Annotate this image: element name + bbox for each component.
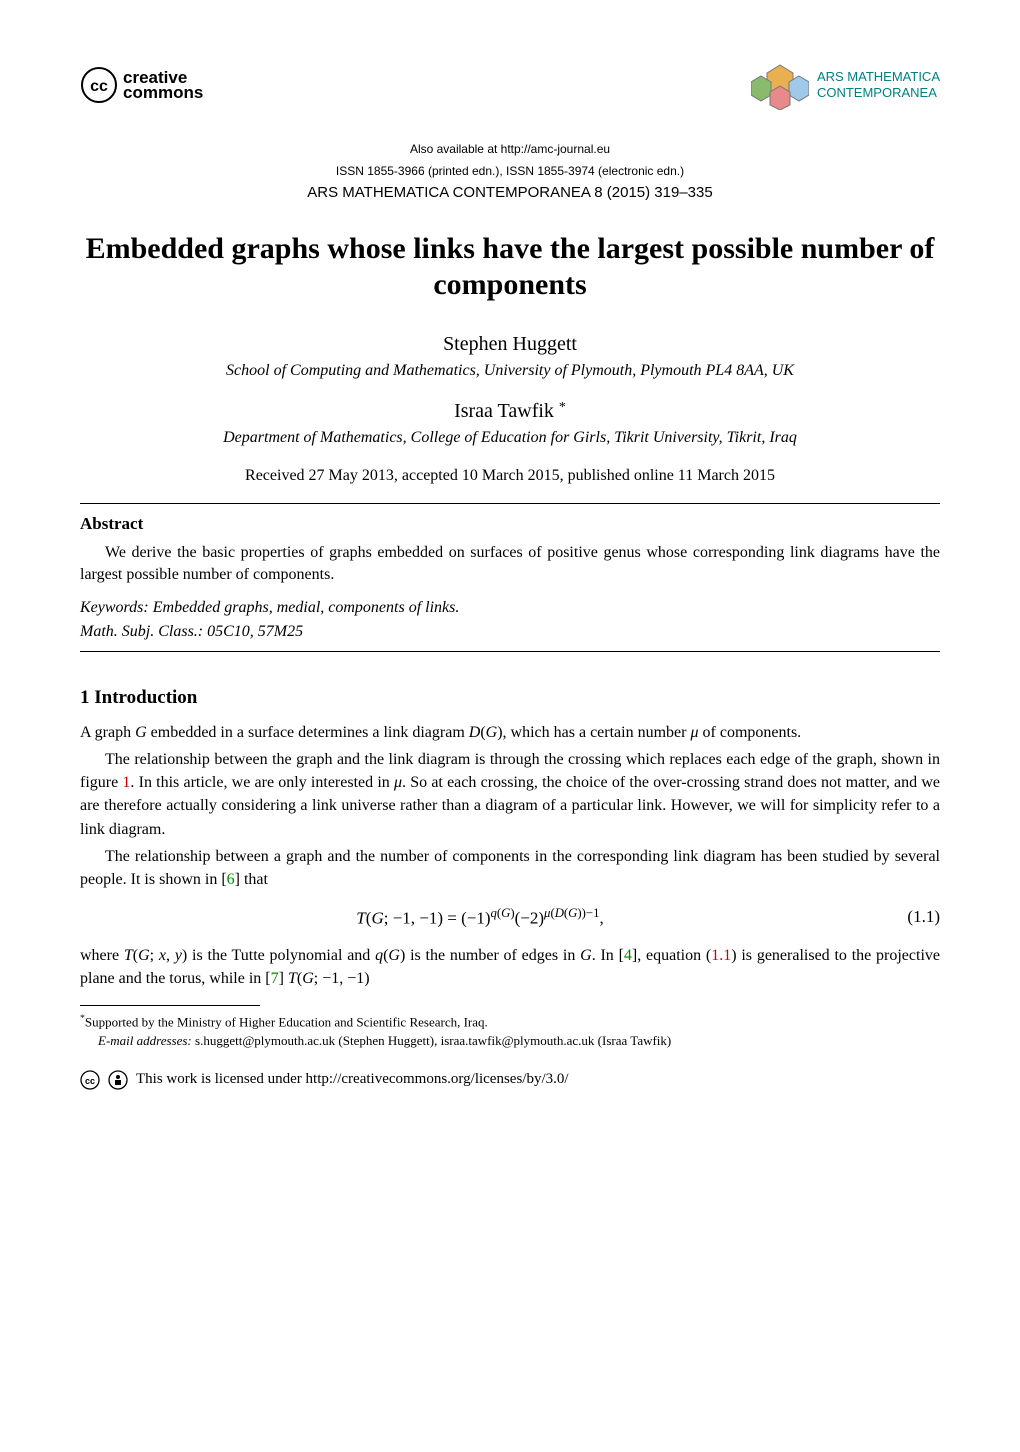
footnote-2-label: E-mail addresses:	[98, 1033, 195, 1048]
para4-part3: is the number of edges in	[405, 947, 580, 964]
math-T2: T	[288, 970, 297, 987]
para1-part2: embedded in a surface determines a link …	[147, 724, 469, 741]
cc-icon: cc	[80, 66, 118, 104]
dates: Received 27 May 2013, accepted 10 March …	[80, 467, 940, 485]
footnote-2-text: s.huggett@plymouth.ac.uk (Stephen Hugget…	[195, 1033, 671, 1048]
math-G5: G	[580, 947, 592, 964]
eqref-1-1[interactable]: 1.1	[711, 947, 731, 964]
math-y: y	[175, 947, 182, 964]
equation-number-1-1: (1.1)	[880, 907, 940, 927]
abstract-heading: Abstract	[80, 514, 940, 534]
math-q: q	[375, 947, 383, 964]
author1-affiliation: School of Computing and Mathematics, Uni…	[80, 362, 940, 380]
section1-para1: A graph G embedded in a surface determin…	[80, 721, 940, 744]
section1-para3: The relationship between a graph and the…	[80, 845, 940, 891]
para4-part1: where	[80, 947, 124, 964]
para4-part5: ], equation (	[632, 947, 711, 964]
para1-part3: , which has a certain number	[503, 724, 691, 741]
availability-line2: ISSN 1855-3966 (printed edn.), ISSN 1855…	[80, 162, 940, 180]
license-text: This work is licensed under http://creat…	[136, 1071, 569, 1088]
citation-7[interactable]: 7	[271, 970, 279, 987]
para4-part2: is the Tutte polynomial and	[187, 947, 375, 964]
cc-text: creative commons	[123, 70, 203, 101]
journal-logo-line2: CONTEMPORANEA	[817, 85, 940, 101]
journal-logo-line1: ARS MATHEMATICA	[817, 69, 940, 85]
abstract-text: We derive the basic properties of graphs…	[80, 542, 940, 587]
cc-small-icon: cc	[80, 1070, 100, 1090]
footnote-1: *Supported by the Ministry of Higher Edu…	[80, 1012, 940, 1032]
by-small-icon	[108, 1070, 128, 1090]
rule-bottom	[80, 651, 940, 652]
cc-logo: cc creative commons	[80, 66, 203, 104]
para2-part2: . In this article, we are only intereste…	[130, 774, 394, 791]
journal-logo-icon	[751, 60, 809, 110]
math-G3: G	[138, 947, 150, 964]
footnote-rule	[80, 1005, 260, 1006]
author2-name: Israa Tawfik *	[80, 400, 940, 423]
math-DG: D	[469, 724, 481, 741]
para1-part1: A graph	[80, 724, 135, 741]
svg-text:cc: cc	[90, 78, 108, 95]
section-1-heading: 1 Introduction	[80, 687, 940, 709]
license-row: cc This work is licensed under http://cr…	[80, 1070, 940, 1090]
math-T: T	[124, 947, 133, 964]
para4-part4: . In [	[592, 947, 624, 964]
math-x: x	[159, 947, 166, 964]
citation-4[interactable]: 4	[624, 947, 632, 964]
msc: Math. Subj. Class.: 05C10, 57M25	[80, 623, 940, 641]
rule-top	[80, 503, 940, 504]
math-mu: μ	[690, 724, 698, 741]
math-G2: G	[486, 724, 498, 741]
author2-footnote-marker: *	[559, 400, 566, 415]
equation-1-1: T(G; −1, −1) = (−1)q(G)(−2)μ(D(G))−1,	[80, 906, 880, 929]
section1-para4: where T(G; x, y) is the Tutte polynomial…	[80, 944, 940, 990]
paper-title: Embedded graphs whose links have the lar…	[80, 231, 940, 303]
equation-1-1-row: T(G; −1, −1) = (−1)q(G)(−2)μ(D(G))−1, (1…	[80, 906, 940, 929]
author1-name: Stephen Huggett	[80, 333, 940, 356]
citation-6[interactable]: 6	[227, 871, 235, 888]
msc-label: Math. Subj. Class.:	[80, 623, 207, 640]
author2-affiliation: Department of Mathematics, College of Ed…	[80, 429, 940, 447]
math-mu2: μ	[394, 774, 402, 791]
author2-name-text: Israa Tawfik	[454, 400, 554, 422]
math-G: G	[135, 724, 147, 741]
section1-para2: The relationship between the graph and t…	[80, 748, 940, 841]
para4-part7: ]	[279, 970, 288, 987]
availability-line1: Also available at http://amc-journal.eu	[80, 140, 940, 158]
footnote-1-text: Supported by the Ministry of Higher Educ…	[85, 1014, 488, 1029]
journal-logo-text: ARS MATHEMATICA CONTEMPORANEA	[817, 69, 940, 100]
para3-part1: The relationship between a graph and the…	[80, 848, 940, 888]
keywords: Keywords: Embedded graphs, medial, compo…	[80, 599, 940, 617]
header-row: cc creative commons ARS MATHEMATICA CONT…	[80, 60, 940, 110]
journal-logo: ARS MATHEMATICA CONTEMPORANEA	[751, 60, 940, 110]
para1-part4: of components.	[699, 724, 802, 741]
keywords-text: Embedded graphs, medial, components of l…	[153, 599, 460, 616]
math-G4: G	[388, 947, 400, 964]
svg-text:cc: cc	[85, 1076, 95, 1086]
para3-part2: ] that	[235, 871, 268, 888]
msc-text: 05C10, 57M25	[207, 623, 303, 640]
keywords-label: Keywords:	[80, 599, 153, 616]
footnote-2: E-mail addresses: s.huggett@plymouth.ac.…	[80, 1032, 940, 1050]
journal-reference: ARS MATHEMATICA CONTEMPORANEA 8 (2015) 3…	[80, 184, 940, 201]
math-G6: G	[302, 970, 314, 987]
